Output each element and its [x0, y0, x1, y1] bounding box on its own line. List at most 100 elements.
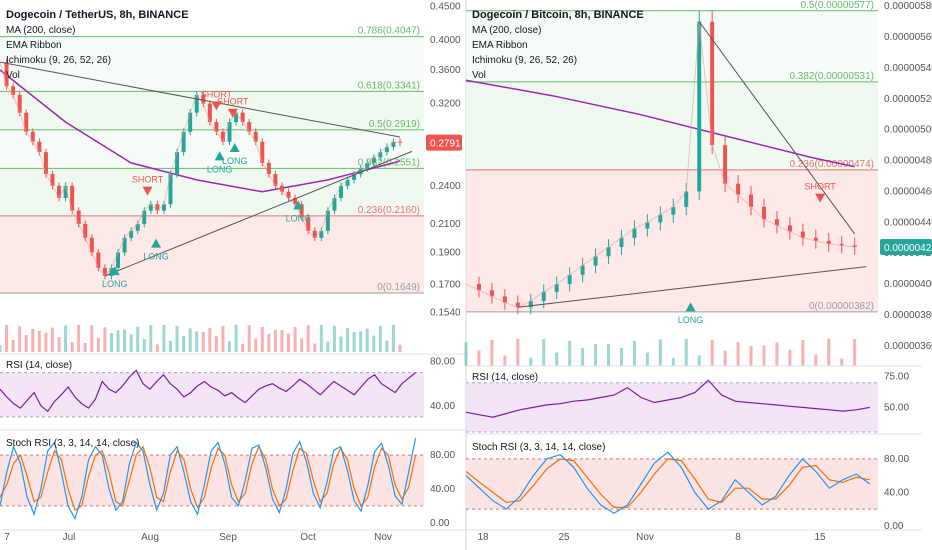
time-axis[interactable]: 18 25 Nov 8 15 — [466, 529, 922, 543]
indicator-label[interactable]: Ichimoku (9, 26, 52, 26) — [6, 55, 111, 66]
stoch-label[interactable]: Stoch RSI (3, 3, 14, 14, close) — [472, 442, 605, 453]
candle-body — [378, 152, 383, 158]
fib-level-label: 0.5(0.2919) — [369, 119, 420, 130]
candle-body — [671, 206, 676, 215]
volume-bar — [37, 330, 41, 352]
volume-bar — [241, 343, 245, 352]
signal-label: SHORT — [217, 97, 249, 107]
volume-bar — [516, 338, 520, 366]
candle-body — [89, 237, 94, 253]
volume-bar — [260, 326, 264, 352]
price-axis[interactable]: 0.45000.40000.36000.32000.28000.24000.21… — [426, 1, 462, 318]
price-tick-label: 0.1700 — [430, 279, 461, 290]
indicator-label[interactable]: Vol — [6, 70, 20, 81]
candle-body — [761, 206, 766, 220]
indicator-label[interactable]: Vol — [472, 70, 486, 81]
candle-body — [273, 174, 278, 186]
indicator-label[interactable]: EMA Ribbon — [6, 40, 62, 51]
volume-bar — [477, 350, 481, 366]
candle-body — [306, 217, 311, 231]
candle-body — [749, 194, 754, 207]
time-tick-label: 7 — [4, 532, 10, 543]
rsi-label[interactable]: RSI (14, close) — [472, 372, 538, 383]
volume-bar — [57, 337, 61, 352]
price-axis[interactable]: 0.00000580 0.00000560 0.00000540 0.00000520… — [880, 1, 932, 352]
volume-bar — [352, 332, 356, 352]
long-signal-marker — [229, 142, 240, 152]
volume-bar — [182, 335, 186, 352]
volume-bar — [723, 350, 727, 366]
volume-bar — [326, 341, 330, 352]
candle-body — [135, 223, 140, 231]
fib-zone — [466, 81, 878, 170]
volume-bar — [671, 357, 675, 366]
candle-body — [142, 210, 147, 224]
volume-bar — [162, 324, 166, 352]
candle-body — [325, 210, 330, 231]
volume-bar — [697, 355, 701, 366]
volume-bar — [568, 340, 572, 366]
volume-bar — [280, 329, 284, 352]
chart-legend[interactable]: Dogecoin / Bitcoin, 8h, BINANCE MA (200, … — [472, 9, 644, 81]
candle-body — [645, 222, 650, 229]
time-tick-label: Nov — [636, 532, 654, 543]
indicator-label[interactable]: EMA Ribbon — [472, 40, 528, 51]
candle-body — [279, 185, 284, 192]
signal-label: SHORT — [201, 89, 233, 99]
rsi-tick-label: 40.00 — [430, 401, 455, 412]
stoch-k-line — [0, 438, 417, 521]
candle-body — [57, 185, 62, 198]
rsi-label[interactable]: RSI (14, close) — [6, 360, 72, 371]
volume-bar — [385, 340, 389, 352]
volume-bar — [195, 331, 199, 352]
volume-bar — [287, 333, 291, 352]
stoch-tick-label: 80.00 — [884, 454, 909, 465]
candle-body — [188, 112, 193, 132]
candle-body — [489, 290, 494, 297]
volume-bar — [619, 347, 623, 366]
volume-bar — [168, 340, 172, 352]
candle-body — [122, 237, 127, 253]
candle-body — [352, 174, 357, 180]
volume-bar — [775, 342, 779, 366]
fib-zone — [0, 36, 424, 92]
left-chart-panel[interactable]: 0.786(0.4047) 0.618(0.3341) 0.5(0.2919) 0.3… — [0, 1, 468, 543]
candle-body — [391, 141, 396, 147]
volume-bar — [346, 327, 350, 352]
candle-body — [155, 204, 160, 211]
price-tick-label: 0.4500 — [430, 1, 461, 12]
indicator-label[interactable]: MA (200, close) — [472, 25, 541, 36]
time-tick-label: 25 — [558, 532, 570, 543]
candle-body — [319, 230, 324, 238]
chart-legend[interactable]: Dogecoin / TetherUS, 8h, BINANCE MA (200,… — [6, 9, 189, 81]
current-price-badge — [426, 134, 462, 151]
volume-bar — [70, 342, 74, 352]
volume-bar — [313, 343, 317, 352]
signal-label: SHORT — [804, 182, 836, 192]
indicator-label[interactable]: Ichimoku (9, 26, 52, 26) — [472, 55, 577, 66]
current-price-label: 0.2791 — [430, 139, 461, 150]
rsi-band — [0, 372, 424, 417]
candle-body — [194, 94, 199, 113]
candle-body — [358, 168, 363, 175]
indicator-label[interactable]: MA (200, close) — [6, 25, 75, 36]
volume-bar — [293, 327, 297, 352]
volume-bar — [710, 339, 714, 366]
volume-bar — [306, 325, 310, 352]
candle-body — [332, 197, 337, 211]
candle-body — [266, 162, 271, 175]
candle-body — [220, 131, 225, 142]
candle-body — [76, 210, 81, 224]
candle-body — [181, 131, 186, 153]
ma200-line — [465, 79, 855, 168]
rsi-tick-label: 80.00 — [430, 357, 455, 368]
candle-body — [800, 231, 805, 238]
stoch-label[interactable]: Stoch RSI (3, 3, 14, 14, close) — [6, 438, 139, 449]
right-chart-panel[interactable]: 0.5(0.00000577) 0.382(0.00000531) 0.236(0.… — [464, 0, 932, 543]
time-axis[interactable]: 7 Jul Aug Sep Oct Nov — [0, 529, 468, 543]
volume-bar — [18, 326, 22, 352]
candle-body — [4, 62, 9, 87]
volume-bar — [234, 324, 238, 352]
volume-bar — [208, 328, 212, 352]
candle-body — [338, 185, 343, 198]
